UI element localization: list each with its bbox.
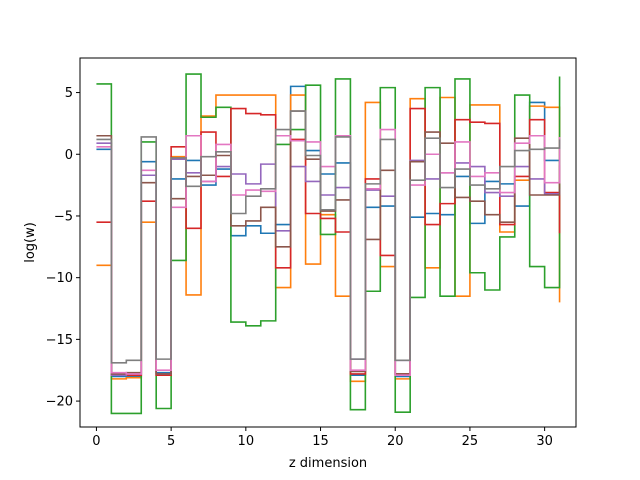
plot-frame — [79, 57, 577, 428]
x-tick-label: 10 — [238, 434, 255, 449]
y-tick-label: −15 — [46, 333, 73, 348]
y-tick-label: −10 — [46, 271, 73, 286]
series-line-6 — [96, 110, 561, 375]
y-tick-label: −5 — [54, 209, 73, 224]
y-tick-label: 5 — [65, 86, 73, 101]
x-tick-label: 5 — [167, 434, 175, 449]
y-axis-label: log(w) — [23, 222, 38, 263]
series-line-8 — [96, 110, 561, 364]
x-axis-label: z dimension — [289, 456, 367, 471]
series-layer — [96, 73, 561, 415]
axes-layer: 0 5 10 15 20 25 30 −20 −15 −10 −5 0 5 — [46, 86, 553, 449]
plot-background — [80, 58, 576, 427]
x-tick-label: 20 — [387, 434, 404, 449]
x-tick-label: 25 — [462, 434, 479, 449]
y-tick-label: 0 — [65, 148, 73, 163]
series-line-4 — [96, 107, 561, 376]
x-tick-label: 15 — [312, 434, 329, 449]
x-tick-label: 0 — [92, 434, 100, 449]
y-tick-label: −20 — [46, 395, 73, 410]
x-tick-label: 30 — [536, 434, 553, 449]
